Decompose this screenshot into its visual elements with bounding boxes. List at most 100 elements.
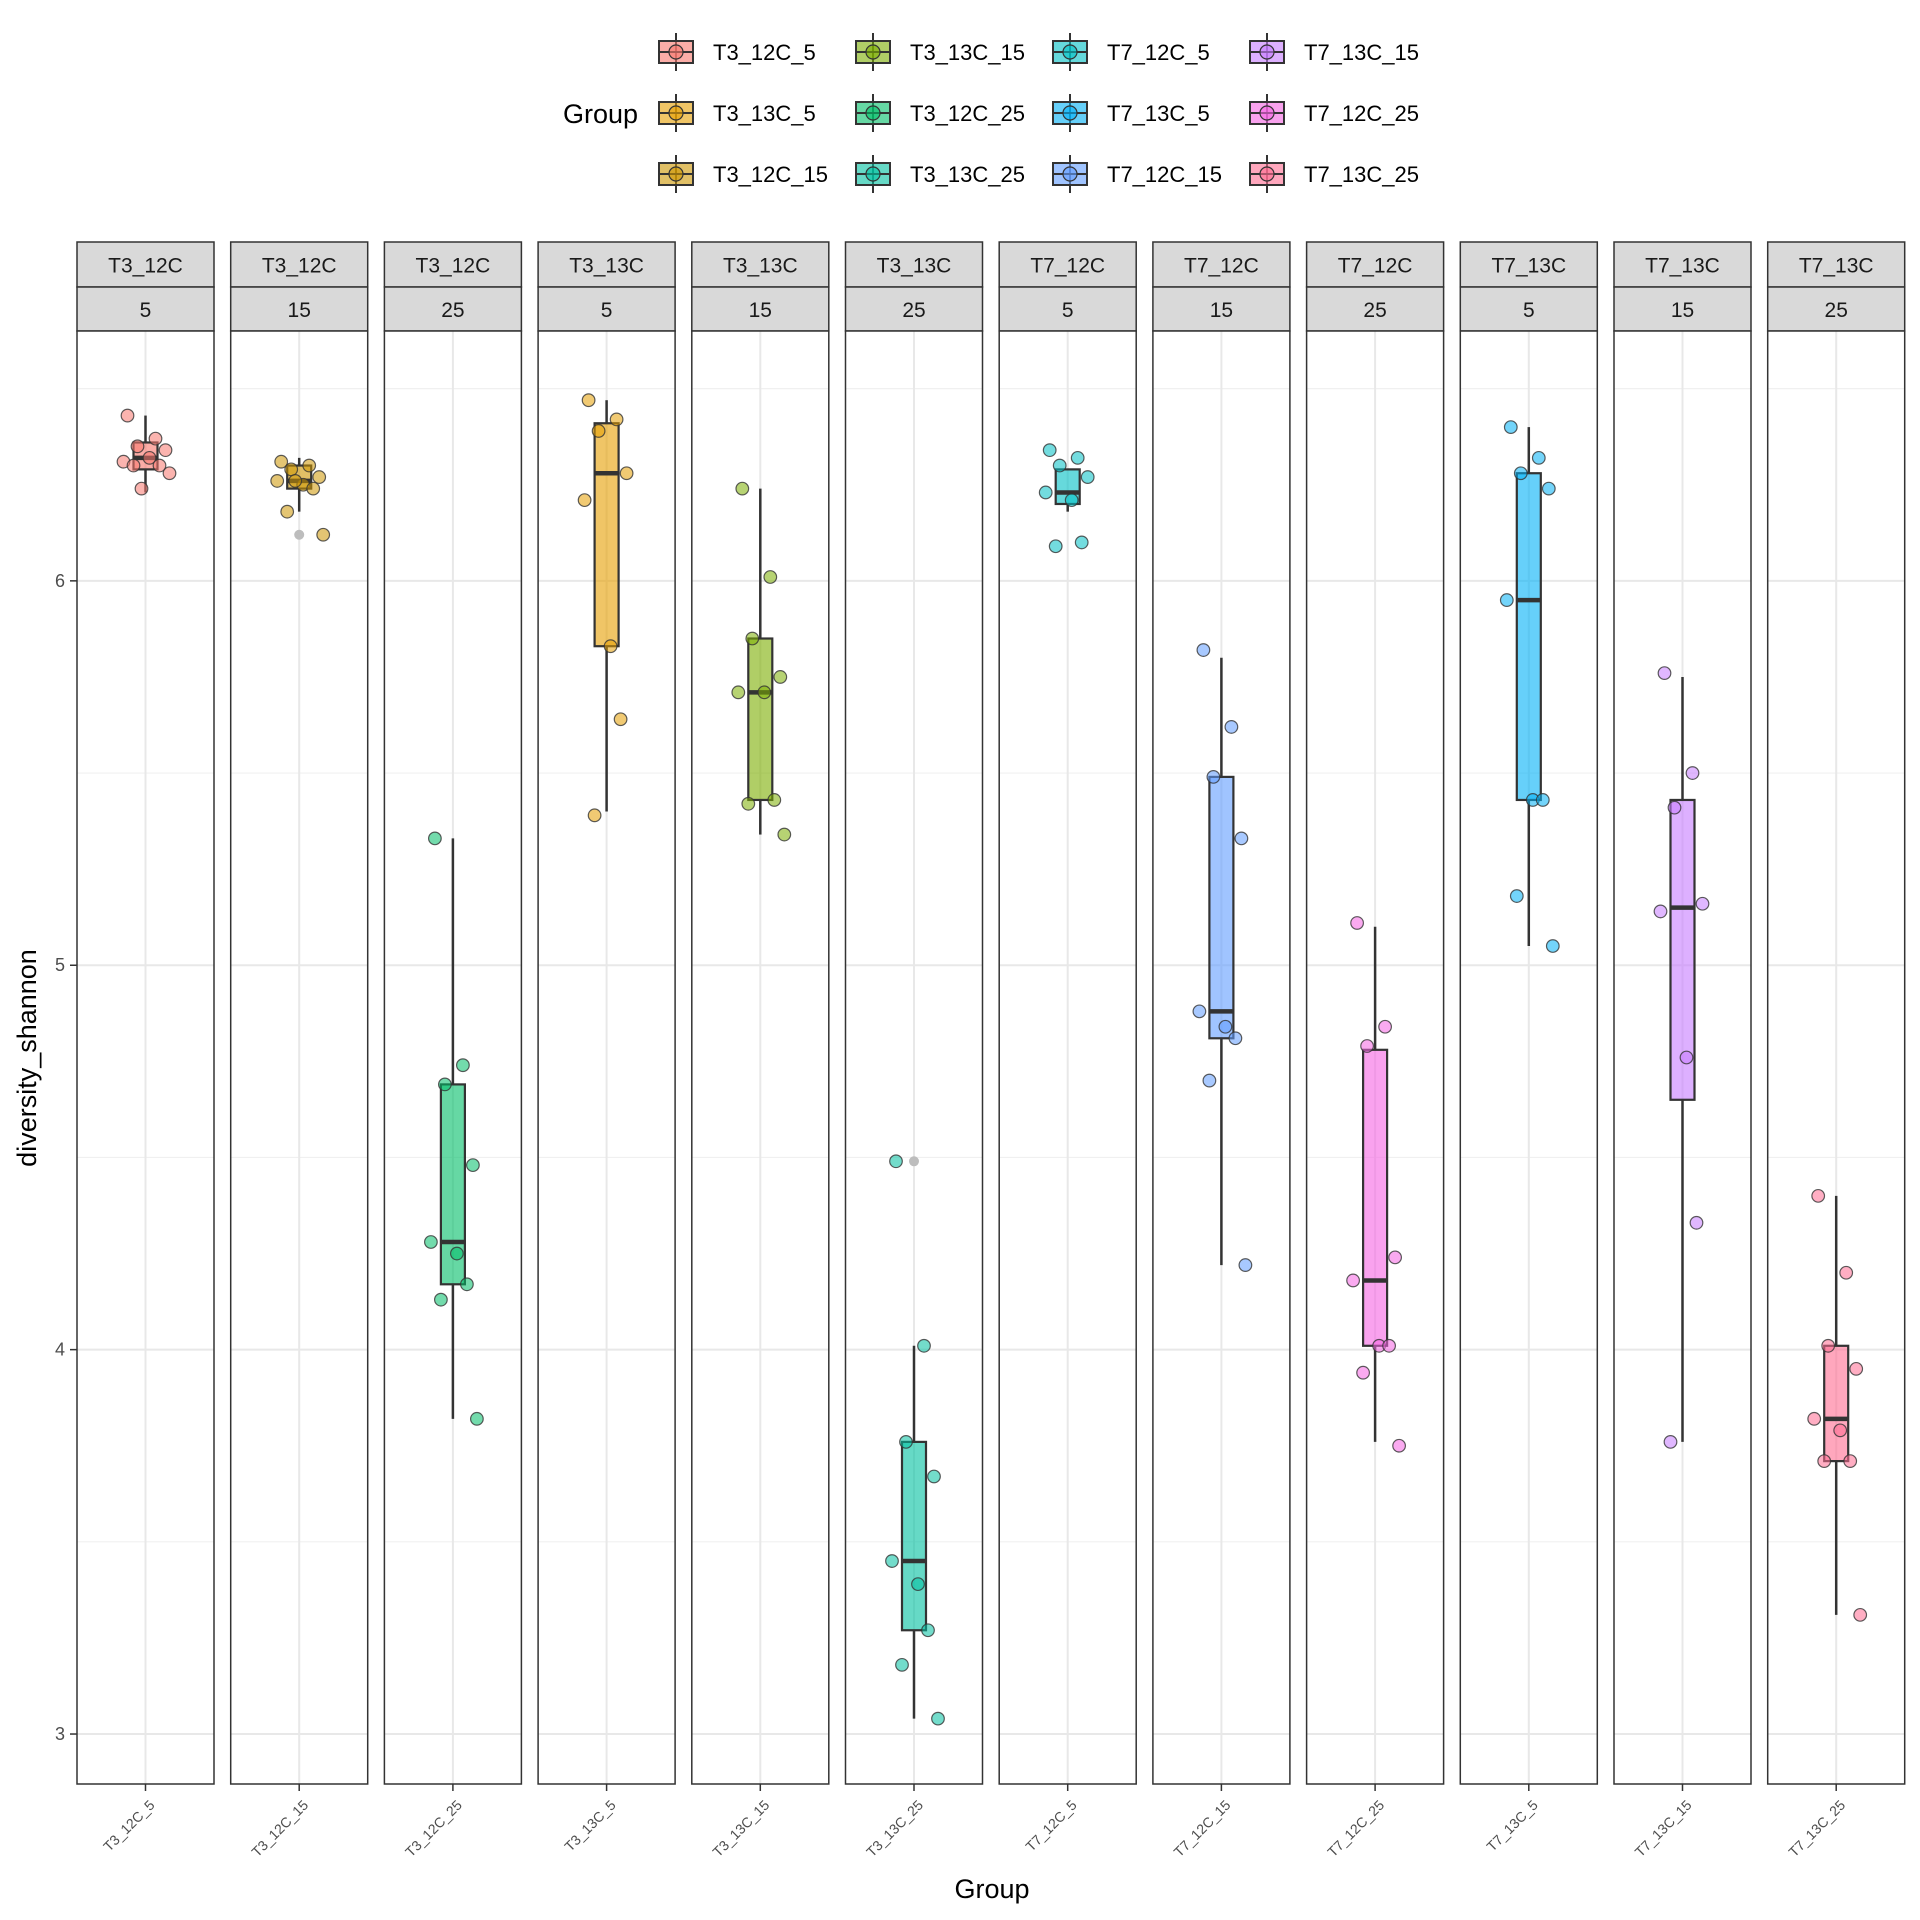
strip-bottom-bg	[691, 286, 830, 332]
data-point	[767, 793, 782, 807]
data-point	[274, 454, 289, 469]
box	[1823, 1344, 1850, 1463]
data-point	[1695, 896, 1710, 911]
box	[747, 637, 774, 802]
data-point	[306, 481, 321, 496]
strip-label-bottom: 25	[441, 299, 464, 322]
x-tick-label: T7_13C_25	[1785, 1797, 1848, 1860]
legend-label: T3_13C_5	[713, 101, 816, 126]
x-tick-label: T7_12C_15	[1170, 1797, 1233, 1860]
data-point	[745, 631, 760, 646]
data-point	[1378, 1019, 1392, 1034]
data-point	[777, 827, 792, 842]
strip-top-bg	[1766, 241, 1906, 288]
data-point	[1350, 916, 1364, 930]
x-tick-label: T7_12C_5	[1022, 1797, 1080, 1855]
data-point	[1817, 1454, 1832, 1469]
data-point	[931, 1711, 945, 1726]
data-point	[1382, 1338, 1396, 1353]
strip-label-top: T7_13C	[1491, 255, 1566, 278]
strip-label-bottom: 25	[1363, 299, 1386, 322]
strip-bottom-bg	[844, 286, 984, 332]
data-point	[1392, 1438, 1406, 1453]
data-point	[741, 796, 756, 811]
legend-key-point	[668, 44, 684, 60]
data-point	[302, 458, 317, 473]
data-point	[1843, 1454, 1858, 1469]
data-point	[1811, 1188, 1826, 1203]
strip-top-bg	[844, 241, 984, 288]
data-point	[158, 443, 173, 458]
x-tick-label: T3_13C_25	[863, 1797, 926, 1860]
legend-label: T7_13C_25	[1304, 162, 1419, 187]
facet-panel-t3-12c-5: T3_12C 5 T3_12C_5	[76, 241, 215, 1854]
data-point	[1833, 1423, 1848, 1438]
y-axis: 3 4 5 6	[55, 571, 77, 1744]
data-point	[609, 412, 624, 427]
y-tick-label: 4	[55, 1340, 65, 1360]
legend-key-point	[1062, 105, 1078, 121]
x-axis-title: Group	[954, 1874, 1029, 1904]
data-point	[1206, 769, 1221, 784]
data-point	[1346, 1273, 1360, 1288]
x-tick-label: T7_12C_25	[1324, 1797, 1387, 1860]
data-point	[126, 458, 141, 473]
strip-label-bottom: 15	[288, 299, 311, 322]
x-tick-label: T7_13C_15	[1632, 1797, 1695, 1860]
data-point	[1689, 1215, 1704, 1230]
box	[593, 422, 620, 648]
legend-label: T3_12C_5	[713, 40, 816, 65]
facet-panel-t3-13c-25: T3_13C 25 T3_13C_25	[844, 241, 984, 1860]
legend-label: T7_12C_15	[1107, 162, 1222, 187]
strip-label-top: T3_13C	[723, 255, 798, 278]
strip-label-top: T7_13C	[1799, 255, 1874, 278]
data-point	[885, 1554, 899, 1568]
x-tick-label: T7_13C_5	[1483, 1797, 1541, 1855]
strip-bottom-bg	[229, 286, 369, 332]
legend-key-point	[668, 166, 684, 182]
data-point	[581, 393, 596, 408]
data-point	[1653, 904, 1668, 919]
facet-panel-t3-12c-15: T3_12C 15 T3_12C_15	[229, 241, 369, 1860]
data-point	[1042, 443, 1057, 458]
legend-label: T3_13C_15	[910, 40, 1025, 65]
legend-item-t7-12c-15: T7_12C_15	[1052, 154, 1222, 194]
data-point	[1224, 720, 1239, 734]
data-point	[1821, 1338, 1836, 1353]
strip-bottom-bg	[383, 286, 523, 332]
strip-label-top: T7_12C	[1030, 255, 1105, 278]
data-point	[1052, 458, 1067, 473]
data-point	[1202, 1073, 1217, 1088]
x-tick-label: T3_13C_5	[561, 1797, 619, 1855]
strip-label-bottom: 5	[1523, 299, 1535, 322]
box	[1515, 472, 1542, 802]
legend-item-t3-12c-5: T3_12C_5	[658, 32, 816, 72]
x-tick-label: T3_12C_15	[248, 1797, 311, 1860]
data-point	[1070, 450, 1085, 465]
strip-bottom-bg	[537, 286, 676, 332]
legend-item-t7-12c-5: T7_12C_5	[1052, 32, 1210, 72]
legend-item-t7-13c-25: T7_13C_25	[1249, 154, 1419, 194]
data-point	[120, 408, 135, 423]
data-point	[1234, 831, 1249, 846]
data-point	[921, 1623, 935, 1638]
data-point	[470, 1411, 484, 1426]
strip-bottom-bg	[1459, 286, 1599, 332]
legend-key-point	[1259, 44, 1275, 60]
data-point	[1503, 420, 1518, 434]
legend-label: T7_13C_5	[1107, 101, 1210, 126]
data-point	[731, 685, 746, 700]
data-point	[1360, 1039, 1374, 1053]
y-tick-label: 3	[55, 1724, 65, 1744]
legend-item-t3-13c-25: T3_13C_25	[855, 154, 1025, 194]
strip-top-bg	[383, 241, 523, 288]
strip-label-top: T3_12C	[416, 255, 491, 278]
data-point	[438, 1077, 452, 1092]
data-point	[927, 1469, 941, 1484]
data-point	[917, 1338, 931, 1353]
facet-panel-t7-13c-5: T7_13C 5 T7_13C_5	[1459, 241, 1599, 1855]
data-point	[613, 712, 628, 727]
outlier-point	[909, 1156, 919, 1167]
facet-panels: T3_12C 5 T3_12C_5 T3_12C 15 T3_12C_15 T3_12C 25…	[76, 241, 1906, 1860]
